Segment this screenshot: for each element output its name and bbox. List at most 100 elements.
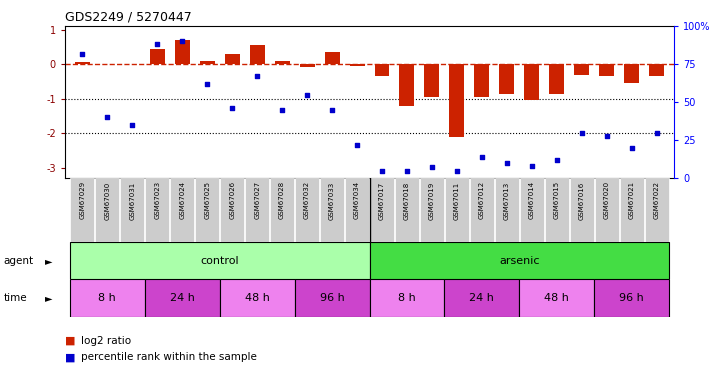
Text: agent: agent [4, 256, 34, 266]
Bar [549, 64, 565, 93]
Bar [649, 64, 664, 76]
Bar [370, 178, 394, 242]
Bar [470, 178, 494, 242]
Text: GSM67025: GSM67025 [204, 182, 211, 219]
Bar [395, 178, 419, 242]
Bar [170, 178, 194, 242]
Text: GSM67024: GSM67024 [180, 182, 185, 219]
Bar [524, 64, 539, 100]
Text: ►: ► [45, 293, 52, 303]
Bar [444, 279, 519, 317]
Text: 24 h: 24 h [170, 293, 195, 303]
Bar [574, 64, 589, 75]
Bar [70, 242, 370, 279]
Bar [374, 64, 389, 76]
Text: 96 h: 96 h [319, 293, 345, 303]
Point [451, 168, 463, 174]
Point [426, 165, 438, 171]
Point [551, 157, 562, 163]
Bar [295, 178, 319, 242]
Text: GSM67015: GSM67015 [554, 182, 559, 219]
Bar [225, 54, 239, 64]
Text: control: control [200, 256, 239, 266]
Point [201, 81, 213, 87]
Point [76, 51, 88, 57]
Text: ►: ► [45, 256, 52, 266]
Bar [420, 178, 444, 242]
Text: GSM67031: GSM67031 [129, 182, 136, 220]
Bar [570, 178, 593, 242]
Point [376, 168, 388, 174]
Text: GSM67011: GSM67011 [454, 182, 460, 220]
Point [576, 130, 588, 136]
Point [526, 163, 538, 169]
Text: GSM67032: GSM67032 [304, 182, 310, 219]
Point [601, 133, 612, 139]
Point [127, 122, 138, 128]
Bar [449, 64, 464, 137]
Text: GSM67017: GSM67017 [379, 182, 385, 220]
Text: 8 h: 8 h [398, 293, 416, 303]
Bar [200, 61, 215, 64]
Text: 48 h: 48 h [244, 293, 270, 303]
Bar [295, 279, 369, 317]
Bar [270, 178, 294, 242]
Bar [345, 178, 369, 242]
Point [226, 105, 238, 111]
Text: 96 h: 96 h [619, 293, 644, 303]
Bar [220, 279, 295, 317]
Text: GSM67034: GSM67034 [354, 182, 360, 219]
Text: GSM67030: GSM67030 [105, 182, 110, 220]
Bar [195, 178, 219, 242]
Bar [220, 178, 244, 242]
Bar [174, 40, 190, 64]
Bar [520, 178, 544, 242]
Bar [425, 64, 439, 97]
Text: GSM67014: GSM67014 [528, 182, 535, 219]
Bar [320, 178, 344, 242]
Bar [624, 64, 640, 83]
Text: ■: ■ [65, 336, 76, 346]
Bar [594, 279, 669, 317]
Bar [500, 64, 514, 93]
Text: GSM67029: GSM67029 [79, 182, 85, 219]
Bar [645, 178, 668, 242]
Bar [545, 178, 569, 242]
Point [151, 42, 163, 48]
Text: GSM67026: GSM67026 [229, 182, 235, 219]
Point [351, 142, 363, 148]
Point [401, 168, 412, 174]
Bar [120, 178, 144, 242]
Text: 48 h: 48 h [544, 293, 569, 303]
Bar [150, 49, 165, 64]
Bar [275, 61, 290, 64]
Bar [595, 178, 619, 242]
Bar [245, 178, 269, 242]
Bar [71, 178, 94, 242]
Point [276, 107, 288, 113]
Text: GSM67022: GSM67022 [654, 182, 660, 219]
Text: GSM67033: GSM67033 [329, 182, 335, 220]
Text: GSM67016: GSM67016 [579, 182, 585, 220]
Text: percentile rank within the sample: percentile rank within the sample [81, 352, 257, 363]
Point [252, 74, 263, 80]
Bar [519, 279, 594, 317]
Bar [369, 279, 444, 317]
Bar [99, 63, 115, 64]
Point [327, 107, 338, 113]
Text: GSM67027: GSM67027 [254, 182, 260, 219]
Point [651, 130, 663, 136]
Text: time: time [4, 293, 27, 303]
Bar [324, 52, 340, 64]
Bar [146, 178, 169, 242]
Point [102, 114, 113, 120]
Point [626, 145, 637, 151]
Text: ■: ■ [65, 352, 76, 363]
Bar [369, 242, 669, 279]
Text: GSM67020: GSM67020 [603, 182, 610, 219]
Bar [495, 178, 519, 242]
Bar [620, 178, 644, 242]
Text: 24 h: 24 h [469, 293, 495, 303]
Text: GSM67023: GSM67023 [154, 182, 160, 219]
Text: GSM67018: GSM67018 [404, 182, 410, 220]
